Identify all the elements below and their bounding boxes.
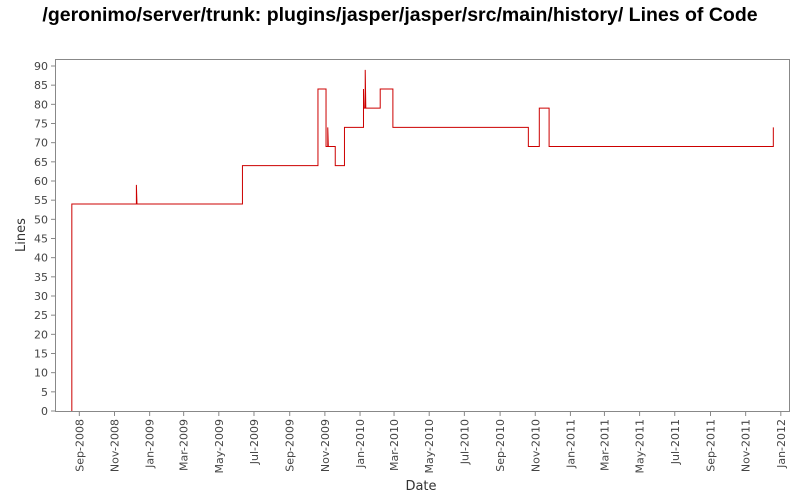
- y-tick-label: 70: [34, 137, 48, 150]
- y-tick-label: 90: [34, 60, 48, 73]
- series-line: [71, 69, 774, 411]
- y-tick-label: 0: [41, 405, 48, 418]
- x-tick-label: Jan-2010: [354, 419, 367, 469]
- x-tick-label: Nov-2011: [740, 419, 753, 472]
- y-tick-label: 85: [34, 79, 48, 92]
- x-tick-label: Jul-2010: [458, 419, 471, 465]
- y-axis-label: Lines: [14, 218, 29, 252]
- x-tick-label: Jul-2009: [248, 419, 261, 465]
- x-tick-label: May-2010: [423, 419, 436, 474]
- y-tick-label: 15: [34, 348, 48, 361]
- y-tick-label: 30: [34, 290, 48, 303]
- y-tick-label: 40: [34, 252, 48, 265]
- y-tick-label: 45: [34, 233, 48, 246]
- y-tick-label: 5: [41, 386, 48, 399]
- y-tick-label: 20: [34, 328, 48, 341]
- x-tick-label: Nov-2009: [319, 419, 332, 472]
- x-tick-label: Sep-2008: [73, 419, 86, 472]
- x-tick-label: Jul-2011: [669, 419, 682, 465]
- y-tick-label: 65: [34, 156, 48, 169]
- x-tick-label: Sep-2010: [494, 419, 507, 472]
- y-tick-label: 55: [34, 194, 48, 207]
- y-tick-label: 50: [34, 213, 48, 226]
- chart-title: /geronimo/server/trunk: plugins/jasper/j…: [42, 4, 758, 26]
- x-tick-label: May-2011: [634, 419, 647, 474]
- x-tick-label: Jan-2009: [144, 419, 157, 469]
- y-tick-label: 35: [34, 271, 48, 284]
- x-tick-label: Nov-2010: [529, 419, 542, 472]
- x-axis: Sep-2008 Nov-2008 Jan-2009 Mar-2009 May-2009…: [73, 411, 788, 474]
- x-tick-label: Mar-2011: [598, 419, 611, 471]
- series-layer: [71, 69, 774, 411]
- y-tick-label: 25: [34, 309, 48, 322]
- x-tick-label: Mar-2009: [178, 419, 191, 471]
- y-tick-label: 75: [34, 118, 48, 131]
- plot-area: [55, 59, 790, 412]
- x-tick-label: Jan-2012: [775, 419, 788, 469]
- x-tick-label: Nov-2008: [108, 419, 121, 472]
- y-tick-label: 60: [34, 175, 48, 188]
- x-axis-label: Date: [405, 479, 436, 494]
- y-tick-label: 80: [34, 98, 48, 111]
- x-tick-label: Mar-2010: [388, 419, 401, 471]
- x-tick-label: Jan-2011: [564, 419, 577, 469]
- x-tick-label: Sep-2011: [704, 419, 717, 472]
- x-tick-label: Sep-2009: [284, 419, 297, 472]
- y-tick-label: 10: [34, 367, 48, 380]
- y-axis: 0 5 10 15 20 25 30 35 40 45 50 55 60 65 70 75 80 85 90: [34, 60, 55, 418]
- x-tick-label: May-2009: [213, 419, 226, 474]
